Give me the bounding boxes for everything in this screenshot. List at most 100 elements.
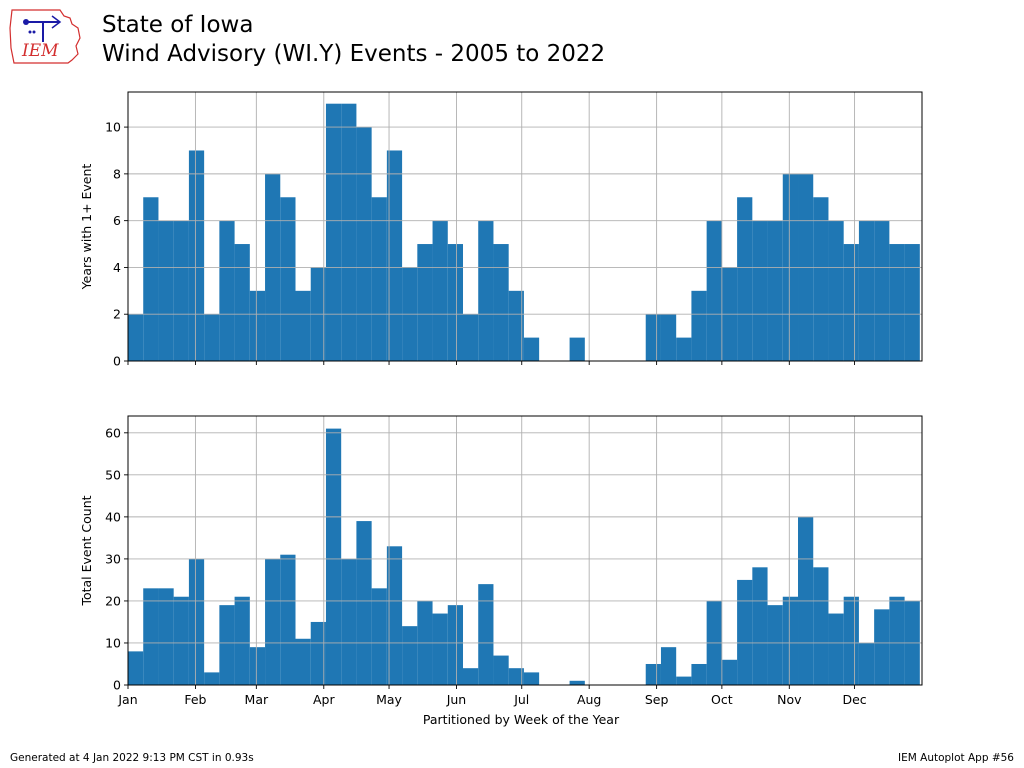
- bar-week-43: [767, 220, 783, 361]
- y-tick-label: 2: [113, 307, 121, 322]
- x-tick-label-jan: Jan: [117, 692, 137, 707]
- app-id: IEM Autoplot App #56: [898, 752, 1014, 764]
- bar-week-14: [325, 428, 342, 685]
- bar-week-51: [889, 596, 905, 685]
- bar-week-22: [447, 605, 464, 685]
- x-tick-label-apr: Apr: [313, 692, 335, 707]
- bar-week-9: [249, 290, 266, 361]
- bar-week-43: [767, 605, 783, 685]
- bar-week-16: [356, 127, 372, 361]
- bar-week-47: [828, 220, 844, 361]
- x-tick-label-nov: Nov: [777, 692, 802, 707]
- bar-week-12: [295, 290, 311, 361]
- bar-week-2: [143, 588, 159, 685]
- bar-week-9: [249, 647, 266, 685]
- bar-week-49: [858, 220, 875, 361]
- bar-week-35: [645, 314, 661, 361]
- bar-week-11: [280, 197, 296, 361]
- bar-week-24: [478, 220, 494, 361]
- bar-week-42: [752, 220, 768, 361]
- bar-week-46: [813, 197, 829, 361]
- y-tick-label: 4: [113, 260, 121, 275]
- bar-week-1: [128, 651, 144, 685]
- bar-week-25: [493, 655, 509, 685]
- bar-week-1: [128, 314, 144, 361]
- bar-week-7: [219, 605, 235, 685]
- x-tick-label-jun: Jun: [446, 692, 467, 707]
- bar-week-12: [295, 638, 311, 685]
- bar-week-41: [737, 579, 753, 685]
- generated-timestamp: Generated at 4 Jan 2022 9:13 PM CST in 0…: [10, 752, 254, 764]
- x-tick-label-jul: Jul: [513, 692, 529, 707]
- bar-week-38: [691, 290, 707, 361]
- bar-week-19: [402, 626, 418, 685]
- y-tick-label: 50: [105, 467, 121, 482]
- bar-week-3: [158, 220, 174, 361]
- svg-text:IEM: IEM: [21, 41, 59, 61]
- x-tick-label-oct: Oct: [711, 692, 733, 707]
- y-tick-label: 0: [113, 354, 121, 369]
- chart-panel-2: 0 10 20 30 40 50 60 Jan Feb Mar Apr May Jun Jul Aug Sep…: [79, 415, 923, 727]
- bar-week-17: [371, 197, 387, 361]
- y-tick-label: 8: [113, 166, 121, 181]
- y-tick-label: 20: [105, 593, 121, 608]
- x-tick-label-mar: Mar: [245, 692, 269, 707]
- bar-week-20: [417, 244, 433, 361]
- y-axis-label: Years with 1+ Event: [79, 164, 94, 291]
- bar-week-39: [706, 220, 722, 361]
- bar-week-47: [828, 613, 844, 685]
- bar-week-50: [874, 220, 890, 361]
- chart-title-line-2: Wind Advisory (WI.Y) Events - 2005 to 20…: [102, 41, 606, 67]
- bar-week-38: [691, 663, 707, 685]
- bar-week-27: [523, 672, 540, 685]
- bar-week-27: [523, 337, 540, 361]
- bar-week-50: [874, 609, 890, 685]
- bar-week-48: [843, 596, 859, 685]
- y-tick-label: 0: [113, 678, 121, 693]
- x-axis-label: Partitioned by Week of the Year: [423, 712, 620, 727]
- bar-week-24: [478, 584, 494, 685]
- bar-week-26: [508, 668, 524, 685]
- bar-week-21: [432, 613, 448, 685]
- y-tick-label: 6: [113, 213, 121, 228]
- bar-week-3: [158, 588, 174, 685]
- bar-week-42: [752, 567, 768, 685]
- bar-week-52: [904, 244, 920, 361]
- x-tick-label-feb: Feb: [184, 692, 206, 707]
- bar-week-13: [310, 621, 326, 685]
- bar-week-16: [356, 521, 372, 685]
- bar-week-17: [371, 588, 387, 685]
- x-tick-label-sep: Sep: [645, 692, 669, 707]
- bar-week-44: [782, 596, 799, 685]
- bar-week-23: [463, 314, 479, 361]
- y-tick-label: 60: [105, 425, 121, 440]
- bar-week-41: [737, 197, 753, 361]
- x-tick-label-may: May: [376, 692, 402, 707]
- bar-week-11: [280, 554, 296, 685]
- bar-week-35: [645, 663, 661, 685]
- bar-week-49: [858, 642, 875, 685]
- bar-week-37: [676, 337, 692, 361]
- bar-week-25: [493, 244, 509, 361]
- x-tick-label-dec: Dec: [842, 692, 866, 707]
- bar-week-30: [569, 680, 585, 685]
- bar-week-4: [173, 220, 189, 361]
- bar-week-18: [386, 150, 403, 361]
- plot-frame: [127, 415, 923, 686]
- bar-week-7: [219, 220, 235, 361]
- x-tick-label-aug: Aug: [577, 692, 601, 707]
- bar-week-30: [569, 337, 585, 361]
- bar-week-40: [721, 659, 738, 685]
- bar-week-5: [188, 558, 205, 685]
- bar-week-15: [341, 558, 357, 685]
- bar-week-36: [660, 314, 677, 361]
- y-tick-label: 40: [105, 509, 121, 524]
- chart-title-line-1: State of Iowa: [102, 12, 254, 38]
- plot-frame: [127, 91, 923, 362]
- bar-week-37: [676, 676, 692, 685]
- y-tick-label: 10: [105, 635, 121, 650]
- bar-week-6: [204, 672, 220, 685]
- bar-week-36: [660, 647, 677, 685]
- bar-week-14: [325, 103, 342, 362]
- bar-week-5: [188, 150, 205, 361]
